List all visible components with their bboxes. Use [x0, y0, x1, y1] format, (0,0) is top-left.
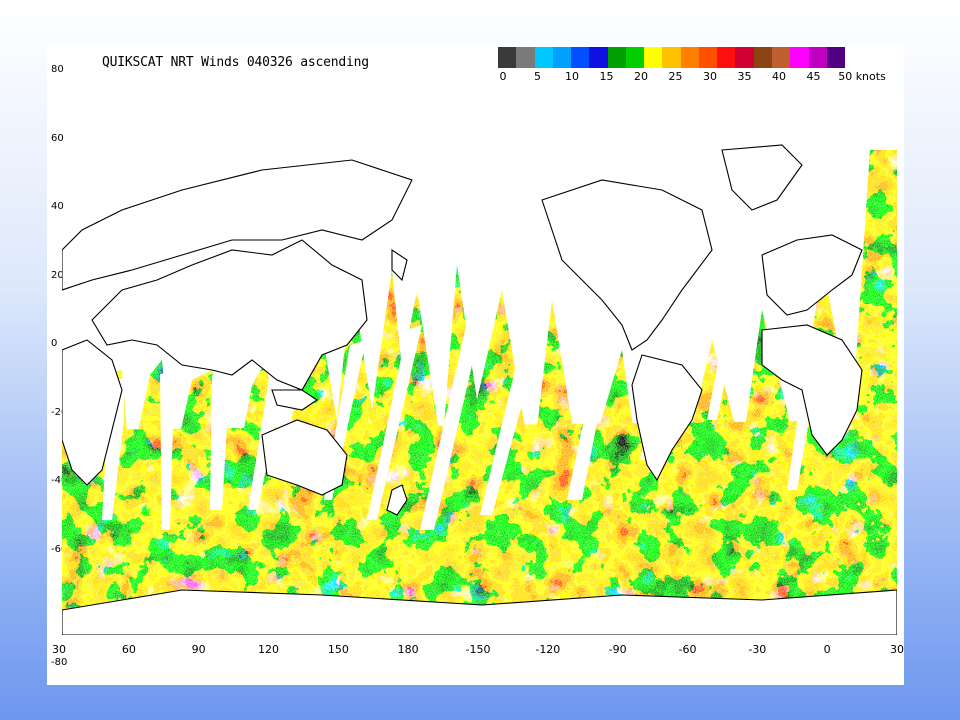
- colorbar-segment: [771, 47, 791, 68]
- longitude-label: 90: [191, 643, 206, 656]
- land-masses: [62, 144, 897, 635]
- colorbar-segment: [498, 47, 517, 68]
- colorbar-segment: [516, 47, 535, 68]
- colorbar-segment: [735, 47, 754, 68]
- colorbar-segment: [571, 47, 590, 68]
- latitude-label: -60: [51, 543, 68, 555]
- wind-speed-colorbar: [498, 47, 846, 68]
- colorbar-segment: [790, 47, 809, 68]
- longitude-label: 180: [397, 643, 419, 656]
- colorbar-tick-label: 45: [806, 70, 821, 83]
- colorbar-segment: [717, 47, 736, 68]
- latitude-label: 80: [51, 64, 64, 75]
- colorbar-segment: [607, 47, 626, 68]
- colorbar-tick-label: 50 knots: [838, 70, 886, 83]
- colorbar-segment: [644, 47, 663, 68]
- latitude-label: 60: [51, 132, 64, 144]
- map-title: QUIKSCAT NRT Winds 040326 ascending: [102, 55, 369, 70]
- latitude-label: -20: [51, 406, 68, 418]
- latitude-label: -40: [51, 475, 68, 486]
- colorbar-tick-label: 40: [772, 70, 786, 83]
- longitude-label: 30: [52, 643, 66, 656]
- colorbar-tick-label: 0: [499, 70, 507, 83]
- colorbar-segment: [662, 47, 681, 68]
- longitude-label: -150: [465, 643, 491, 656]
- longitude-label: 30: [890, 643, 904, 656]
- longitude-label: -120: [535, 643, 561, 656]
- colorbar-segment: [826, 47, 846, 68]
- longitude-label: 150: [327, 643, 349, 656]
- colorbar-tick-label: 35: [737, 70, 752, 83]
- latitude-label: 20: [51, 269, 64, 281]
- colorbar-segment: [625, 47, 645, 68]
- longitude-label: -60: [678, 643, 697, 656]
- colorbar-tick-label: 25: [668, 70, 683, 83]
- latitude-label: 40: [51, 201, 64, 212]
- colorbar-segment: [698, 47, 718, 68]
- colorbar-segment: [589, 47, 608, 68]
- colorbar-segment: [753, 47, 772, 68]
- latitude-label: 0: [51, 338, 58, 349]
- lat-label-bottom: -80: [51, 657, 68, 668]
- map-panel: QUIKSCAT NRT Winds 040326 ascending 0 5 10…: [47, 45, 904, 685]
- colorbar-segment: [680, 47, 699, 68]
- colorbar-tick-label: 15: [599, 70, 614, 83]
- colorbar-segment: [534, 47, 553, 68]
- colorbar-tick-label: 30: [703, 70, 717, 83]
- colorbar-tick-label: 20: [634, 70, 648, 83]
- colorbar-tick-label: 10: [565, 70, 579, 83]
- longitude-label: 60: [121, 643, 136, 656]
- longitude-label: 0: [823, 643, 831, 656]
- wind-map: [62, 144, 897, 635]
- longitude-label: 120: [258, 643, 279, 656]
- longitude-label: -90: [608, 643, 627, 656]
- colorbar-tick-label: 5: [534, 70, 541, 83]
- colorbar-segment: [552, 47, 572, 68]
- colorbar-segment: [808, 47, 827, 68]
- longitude-label: -30: [748, 643, 767, 656]
